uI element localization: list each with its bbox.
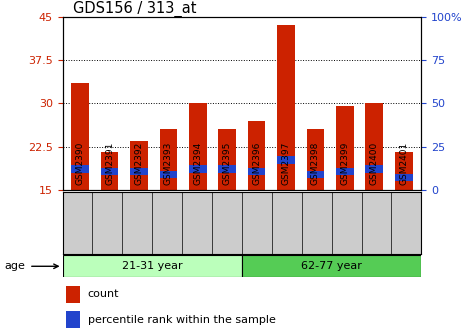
- Bar: [101, 152, 119, 190]
- Bar: [248, 168, 265, 175]
- Bar: [130, 141, 148, 190]
- Bar: [219, 165, 236, 173]
- Bar: [365, 103, 383, 190]
- Bar: [307, 171, 324, 178]
- Text: 21-31 year: 21-31 year: [122, 261, 182, 271]
- Bar: [189, 165, 206, 173]
- Bar: [130, 168, 148, 175]
- Bar: [71, 83, 89, 190]
- Text: percentile rank within the sample: percentile rank within the sample: [88, 315, 275, 325]
- Bar: [63, 255, 242, 277]
- Text: age: age: [5, 261, 25, 271]
- Bar: [307, 129, 324, 190]
- Bar: [248, 121, 265, 190]
- Bar: [242, 255, 421, 277]
- Bar: [71, 165, 89, 173]
- Text: GDS156 / 313_at: GDS156 / 313_at: [73, 1, 197, 17]
- Bar: [336, 168, 354, 175]
- Bar: [277, 156, 295, 164]
- Bar: [101, 168, 119, 175]
- Bar: [395, 174, 413, 181]
- Bar: [189, 103, 206, 190]
- Bar: [66, 286, 81, 303]
- Text: count: count: [88, 290, 119, 299]
- Bar: [395, 152, 413, 190]
- Text: 62-77 year: 62-77 year: [301, 261, 362, 271]
- Bar: [160, 171, 177, 178]
- Bar: [66, 311, 81, 328]
- Bar: [160, 129, 177, 190]
- Bar: [336, 106, 354, 190]
- Bar: [365, 165, 383, 173]
- Bar: [277, 26, 295, 190]
- Bar: [219, 129, 236, 190]
